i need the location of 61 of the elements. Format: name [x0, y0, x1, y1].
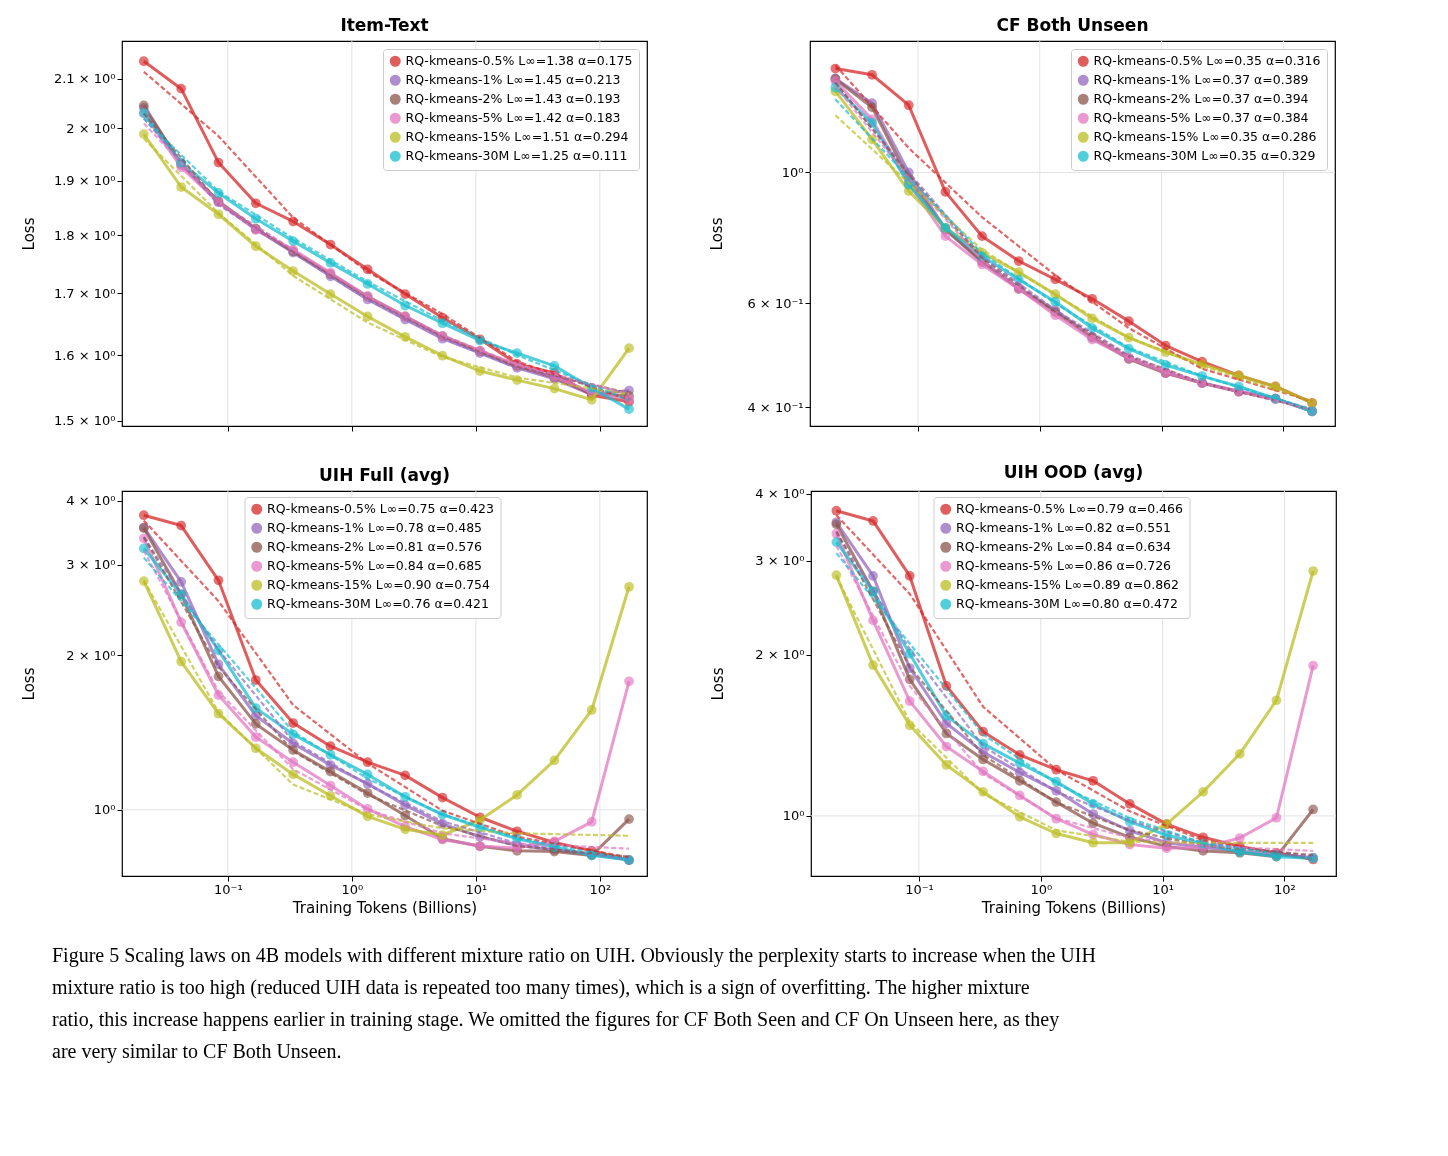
legend-label: RQ-kmeans-30M L∞=0.80 α=0.472	[956, 596, 1178, 612]
y-tick-label: 2 × 10⁰	[755, 647, 805, 663]
y-tick-label: 2.1 × 10⁰	[53, 71, 116, 87]
y-tick-label: 3 × 10⁰	[66, 557, 116, 573]
legend-label: RQ-kmeans-1% L∞=0.37 α=0.389	[1093, 72, 1309, 88]
legend-label: RQ-kmeans-30M L∞=0.76 α=0.421	[267, 596, 489, 612]
caption: Figure 5 Scaling laws on 4B models with different mixture ratio on UIH. Obviously the perplexity starts to increase when the UIH mixture ratio is too high (reduced UIH data is repeated too many times), which is a sign of overfitting. The higher mixture ratio, this increase happens earlier in training stage. We omitted the figures for CF Both Seen and CF On Unseen here, as they are very similar to CF Both Unseen.	[52, 944, 1096, 1063]
y-tick-label: 3 × 10⁰	[755, 553, 805, 569]
legend-label: RQ-kmeans-1% L∞=1.45 α=0.213	[405, 72, 621, 88]
chart-title: UIH Full (avg)	[319, 464, 450, 485]
x-tick-label: 10⁰	[1030, 881, 1053, 897]
legend-label: RQ-kmeans-2% L∞=0.84 α=0.634	[956, 539, 1172, 555]
y-axis-title: Loss	[708, 667, 727, 701]
legend-label: RQ-kmeans-2% L∞=1.43 α=0.193	[405, 91, 621, 107]
y-axis-title: Loss	[707, 217, 726, 251]
x-axis-title: Training Tokens (Billions)	[980, 898, 1167, 917]
y-tick-label: 10⁰	[782, 808, 805, 824]
legend-label: RQ-kmeans-15% L∞=0.89 α=0.862	[956, 577, 1180, 593]
x-tick-label: 10¹	[465, 881, 488, 897]
legend-label: RQ-kmeans-0.5% L∞=1.38 α=0.175	[405, 53, 633, 69]
x-tick-label: 10²	[1274, 881, 1296, 897]
chart-title: UIH OOD (avg)	[1003, 461, 1144, 482]
legend-label: RQ-kmeans-0.5% L∞=0.79 α=0.466	[956, 501, 1184, 517]
y-tick-label: 1.6 × 10⁰	[53, 347, 116, 363]
chart-title: Item-Text	[340, 14, 429, 35]
y-tick-label: 10⁰	[93, 802, 116, 818]
legend-label: RQ-kmeans-5% L∞=1.42 α=0.183	[405, 110, 621, 126]
y-axis-title: Loss	[19, 667, 38, 701]
y-axis-title: Loss	[19, 217, 38, 251]
y-tick-label: 2 × 10⁰	[66, 120, 116, 136]
legend-label: RQ-kmeans-5% L∞=0.84 α=0.685	[267, 558, 483, 574]
legend-label: RQ-kmeans-1% L∞=0.78 α=0.485	[267, 520, 483, 536]
legend-label: RQ-kmeans-15% L∞=1.51 α=0.294	[405, 129, 629, 145]
legend-label: RQ-kmeans-0.5% L∞=0.35 α=0.316	[1093, 53, 1321, 69]
y-tick-label: 4 × 10⁻¹	[747, 399, 804, 415]
x-tick-label: 10¹	[1152, 881, 1174, 897]
y-tick-label: 4 × 10⁰	[66, 493, 116, 509]
x-tick-label: 10⁰	[341, 881, 364, 897]
y-tick-label: 1.8 × 10⁰	[53, 227, 116, 243]
legend-label: RQ-kmeans-2% L∞=0.37 α=0.394	[1093, 91, 1309, 107]
y-tick-label: 1.5 × 10⁰	[53, 413, 116, 429]
chart-title: CF Both Unseen	[996, 14, 1149, 35]
legend-label: RQ-kmeans-5% L∞=0.37 α=0.384	[1093, 110, 1309, 126]
legend-label: RQ-kmeans-30M L∞=0.35 α=0.329	[1093, 148, 1316, 164]
y-tick-label: 6 × 10⁻¹	[747, 295, 804, 311]
x-tick-label: 10⁻¹	[905, 881, 934, 897]
y-tick-label: 1.7 × 10⁰	[53, 286, 116, 301]
x-axis-title: Training Tokens (Billions)	[291, 898, 478, 917]
y-tick-label: 10⁰	[781, 164, 804, 180]
legend-label: RQ-kmeans-2% L∞=0.81 α=0.576	[267, 539, 483, 555]
legend-label: RQ-kmeans-15% L∞=0.35 α=0.286	[1093, 129, 1317, 145]
y-tick-label: 4 × 10⁰	[755, 486, 805, 502]
legend-label: RQ-kmeans-30M L∞=1.25 α=0.111	[405, 148, 628, 164]
x-tick-label: 10²	[589, 881, 612, 897]
legend-label: RQ-kmeans-0.5% L∞=0.75 α=0.423	[267, 501, 494, 517]
legend-label: RQ-kmeans-1% L∞=0.82 α=0.551	[956, 520, 1172, 536]
x-tick-label: 10⁻¹	[214, 881, 243, 897]
y-tick-label: 1.9 × 10⁰	[53, 173, 116, 189]
y-tick-label: 2 × 10⁰	[66, 647, 116, 663]
legend-label: RQ-kmeans-15% L∞=0.90 α=0.754	[267, 577, 491, 593]
legend-label: RQ-kmeans-5% L∞=0.86 α=0.726	[956, 558, 1172, 574]
